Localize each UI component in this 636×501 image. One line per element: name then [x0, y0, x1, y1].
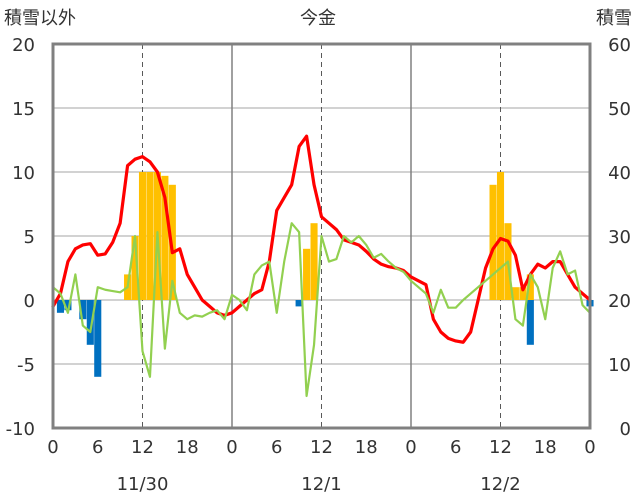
- line-series: [51, 134, 592, 398]
- plot-border: [51, 42, 592, 430]
- bar: [161, 175, 169, 300]
- left-tick-label: 0: [24, 291, 35, 312]
- right-tick-label: 30: [608, 227, 631, 248]
- bar: [303, 248, 311, 300]
- x-tick-label: 18: [176, 437, 199, 458]
- x-tick-label: 18: [355, 437, 378, 458]
- x-tick-label: 0: [584, 437, 595, 458]
- right-tick-label: 10: [608, 355, 631, 376]
- bar: [56, 300, 65, 313]
- date-label: 11/30: [117, 474, 169, 495]
- x-tick-label: 12: [489, 437, 512, 458]
- right-tick-label: 0: [620, 419, 631, 440]
- left-tick-label: 20: [12, 35, 35, 56]
- date-label: 12/1: [301, 474, 341, 495]
- temperature-line: [51, 134, 592, 344]
- bar: [310, 223, 318, 300]
- bar: [489, 184, 497, 300]
- x-tick-label: 6: [271, 437, 282, 458]
- x-tick-label: 12: [131, 437, 154, 458]
- left-tick-label: 15: [12, 99, 35, 120]
- left-tick-label: 5: [24, 227, 35, 248]
- bar: [94, 300, 102, 377]
- dew-point-line: [51, 222, 592, 398]
- x-tick-label: 0: [226, 437, 237, 458]
- x-tick-label: 18: [534, 437, 557, 458]
- left-tick-label: 10: [12, 163, 35, 184]
- right-tick-label: 20: [608, 291, 631, 312]
- bar: [86, 300, 94, 345]
- right-axis-title: 積雪: [596, 8, 632, 29]
- bar: [79, 300, 87, 320]
- plot-frame: [51, 42, 592, 430]
- right-tick-label: 60: [608, 35, 631, 56]
- left-axis-title: 積雪以外: [4, 8, 76, 29]
- x-tick-label: 0: [47, 437, 58, 458]
- right-tick-label: 40: [608, 163, 631, 184]
- left-tick-label: -10: [6, 419, 35, 440]
- x-tick-label: 6: [92, 437, 103, 458]
- bar: [64, 300, 72, 311]
- bar: [131, 236, 139, 300]
- chart-title: 今金: [300, 8, 336, 29]
- x-tick-label: 0: [405, 437, 416, 458]
- date-label: 12/2: [480, 474, 520, 495]
- right-tick-label: 50: [608, 99, 631, 120]
- bar: [511, 287, 519, 300]
- x-tick-label: 6: [450, 437, 461, 458]
- bar: [295, 300, 303, 307]
- x-tick-label: 12: [310, 437, 333, 458]
- bar: [526, 300, 534, 345]
- left-tick-label: -5: [17, 355, 35, 376]
- bar: [146, 172, 154, 300]
- bar: [526, 274, 534, 300]
- bar: [138, 172, 147, 300]
- bar: [519, 287, 527, 300]
- bar: [496, 172, 505, 300]
